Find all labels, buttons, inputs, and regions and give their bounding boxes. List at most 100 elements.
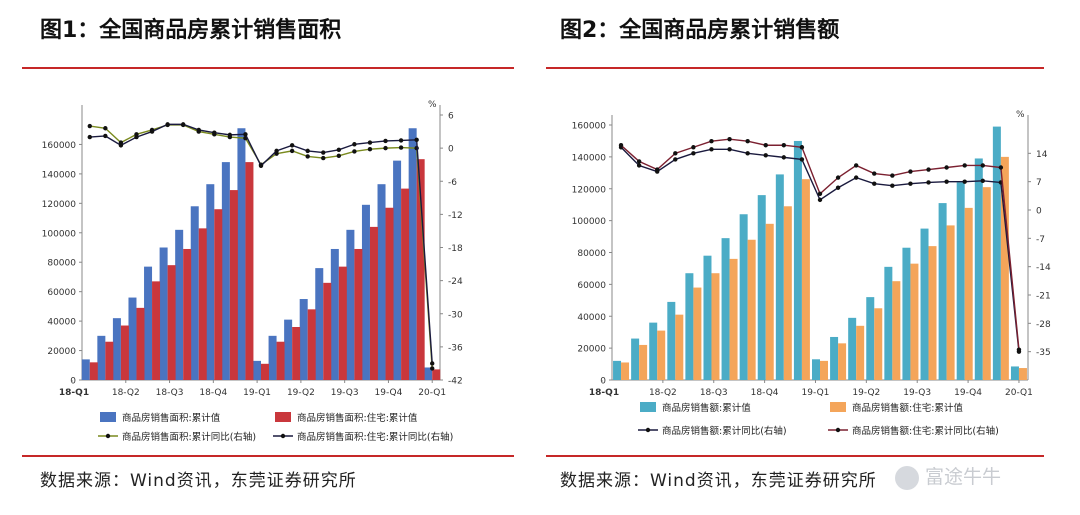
line-series-1-point <box>336 153 342 159</box>
y2-tick-label: 6 <box>448 112 454 122</box>
bar-series-1 <box>667 301 676 380</box>
bar-series-2 <box>323 282 332 380</box>
bar-series-2 <box>639 344 648 380</box>
line-series-1-point <box>103 126 108 131</box>
legend-marker <box>105 433 111 439</box>
bar-series-2 <box>214 209 223 380</box>
y2-tick-label: -7 <box>1036 235 1045 245</box>
bar-series-2 <box>292 327 301 380</box>
x-tick-label: 18-Q4 <box>199 388 227 398</box>
bar-series-2 <box>657 330 666 380</box>
bar-series-1 <box>128 297 137 380</box>
line-series-2-point <box>709 138 714 144</box>
y-tick-label: 60000 <box>47 288 76 298</box>
bar-series-2 <box>747 239 756 380</box>
bar-series-1 <box>299 299 308 380</box>
watermark: 富途牛牛 <box>895 462 1001 490</box>
y2-unit-label: % <box>1016 110 1025 120</box>
bar-series-2 <box>136 307 145 380</box>
line-series-2-point <box>352 142 357 147</box>
bar-series-1 <box>739 214 748 380</box>
line-series-2-point <box>87 134 92 140</box>
bar-series-2 <box>964 207 973 380</box>
line-series-2-point <box>134 134 139 140</box>
watermark-text: 富途牛牛 <box>925 466 1002 488</box>
line-series-1-point <box>305 154 310 159</box>
bar-series-2 <box>338 266 347 380</box>
y-tick-label: 160000 <box>42 141 77 151</box>
bar-series-2 <box>276 341 285 380</box>
bar-series-1 <box>685 273 694 380</box>
bar-series-2 <box>892 281 901 380</box>
line-series-2-point <box>196 127 201 133</box>
y2-tick-label: -14 <box>1036 263 1051 273</box>
line-series-1-point <box>817 197 823 203</box>
line-series-1-point <box>398 145 404 150</box>
line-series-1-point <box>926 180 931 185</box>
bar-series-1 <box>848 317 857 380</box>
bar-series-1 <box>992 126 1001 380</box>
line-series-1-point <box>781 155 787 160</box>
legend-label: 商品房销售额:累计同比(右轴) <box>662 425 787 437</box>
x-tick-label: 19-Q3 <box>903 388 931 398</box>
line-series-2-point <box>149 129 155 134</box>
line-series-2-point <box>398 138 404 143</box>
line-series-2-point <box>103 133 108 139</box>
bar-series-1 <box>159 247 168 380</box>
line-series-2-point <box>998 165 1004 170</box>
line-series-2-point <box>763 143 768 148</box>
legend-label: 商品房销售面积:住宅:累计同比(右轴) <box>297 431 453 443</box>
y-tick-label: 140000 <box>572 153 607 163</box>
bar-series-2 <box>1018 368 1027 380</box>
line-series-1-point <box>352 149 357 154</box>
line-series-2-point <box>908 169 913 174</box>
x-tick-label: 19-Q1 <box>802 388 830 398</box>
bar-series-1 <box>175 229 184 380</box>
line-series-2-point <box>212 130 217 135</box>
bar-series-1 <box>81 359 90 380</box>
y2-tick-label: 14 <box>1036 150 1048 160</box>
chart-panel-1: 图1：全国商品房累计销售面积 0 20000 40000 60000 80000 1000… <box>22 18 514 491</box>
bar-series-1 <box>206 184 215 380</box>
bar-series-2 <box>152 281 161 380</box>
line-series-2-point <box>336 147 342 152</box>
line-series-1-point <box>763 153 768 158</box>
y2-tick-label: -30 <box>448 310 463 320</box>
legend-marker <box>645 427 651 433</box>
y2-tick-label: -36 <box>448 343 463 353</box>
title-divider <box>22 67 514 69</box>
y-tick-label: 100000 <box>42 229 77 239</box>
line-series-2-point <box>962 163 967 168</box>
bar-series-1 <box>920 228 929 380</box>
x-tick-label: 18-Q3 <box>700 388 728 398</box>
legend-marker <box>835 427 841 433</box>
line-series-1-point <box>853 175 859 180</box>
legend-marker <box>280 433 286 439</box>
chart-plot: 0 20000 40000 60000 80000 100000 120000 140000 1… <box>572 110 1051 437</box>
line-series-1-point <box>709 147 714 152</box>
y-tick-label: 80000 <box>577 249 606 259</box>
line-series-2-point <box>691 145 696 150</box>
line-series-1-point <box>367 147 373 152</box>
line-series-1-point <box>430 366 435 371</box>
line-series-2-point <box>258 163 264 168</box>
chart-panel-2: 图2：全国商品房累计销售额 0 20000 40000 60000 80000 10000… <box>540 0 1080 515</box>
y-tick-label: 120000 <box>42 200 77 210</box>
line-series-2-point <box>872 171 877 176</box>
line-series-2-point <box>321 150 326 155</box>
legend-swatch <box>275 412 291 422</box>
line-series-2-point <box>745 138 750 144</box>
line-series-2-point <box>636 159 642 164</box>
bar-series-1 <box>361 204 370 380</box>
bar-series-1 <box>144 266 153 380</box>
line-series-2-point <box>890 173 895 178</box>
y-tick-label: 80000 <box>47 259 76 269</box>
bar-series-1 <box>721 238 730 380</box>
line-series-1-point <box>673 157 678 162</box>
x-tick-label: 18-Q1 <box>59 388 89 398</box>
line-series-1-point <box>835 185 841 190</box>
y2-tick-label: 0 <box>448 145 454 155</box>
legend-label: 商品房销售额:住宅:累计同比(右轴) <box>852 425 999 437</box>
line-series-2-point <box>414 137 419 143</box>
bar-series-2 <box>693 287 702 380</box>
